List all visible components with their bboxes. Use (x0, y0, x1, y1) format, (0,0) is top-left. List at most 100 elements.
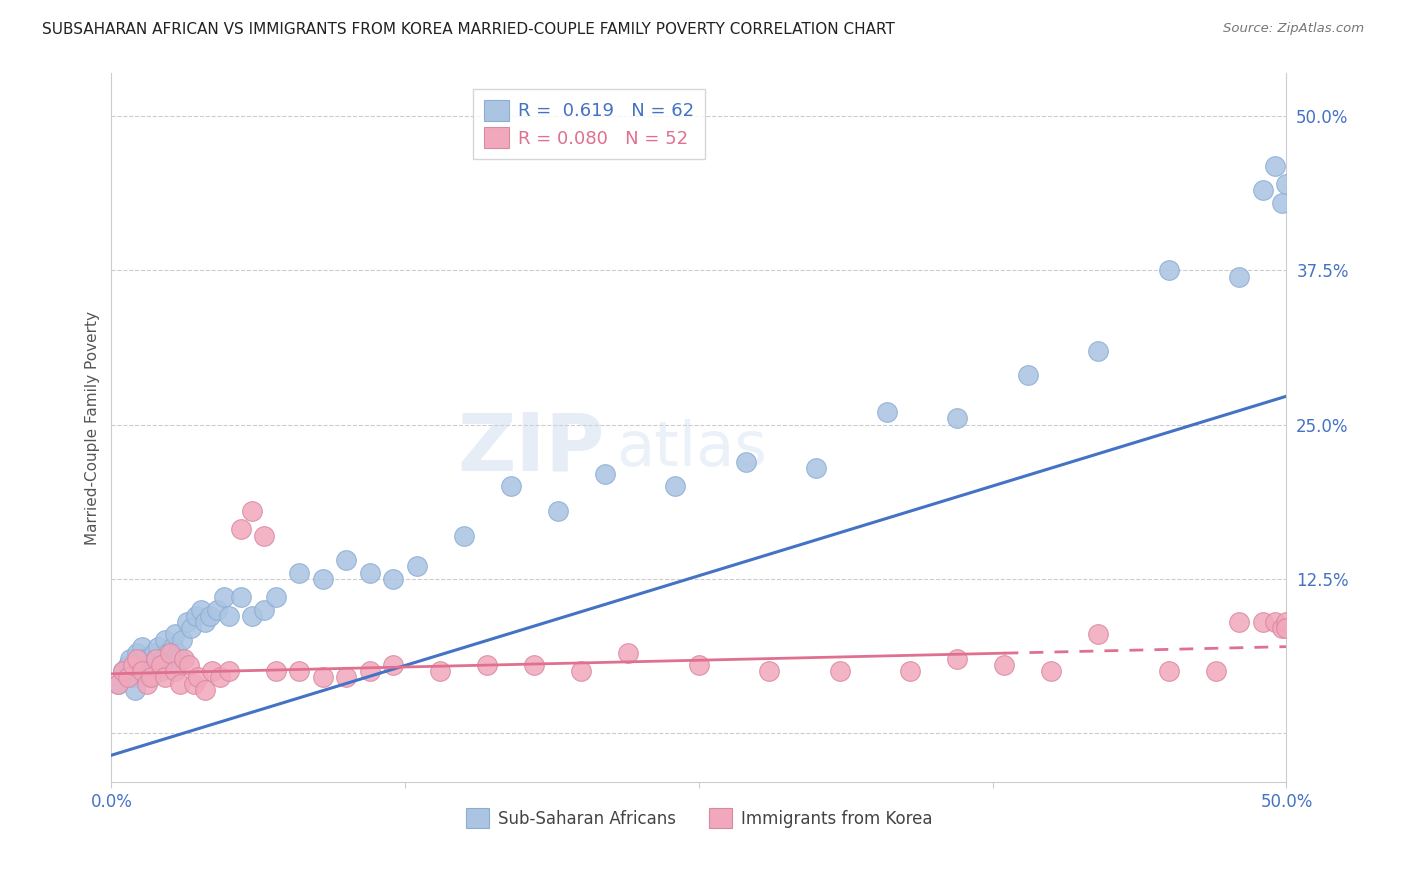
Legend: Sub-Saharan Africans, Immigrants from Korea: Sub-Saharan Africans, Immigrants from Ko… (460, 802, 939, 834)
Point (121, 658, 143, 673)
Point (169, 676, 191, 690)
Point (159, 658, 181, 673)
Point (382, 572, 405, 586)
Point (155, 671, 177, 685)
Point (1271, 621, 1294, 635)
Point (312, 671, 335, 685)
Point (1205, 665, 1227, 679)
Point (134, 652, 156, 666)
Point (194, 682, 217, 697)
Point (406, 559, 429, 574)
Point (135, 665, 157, 679)
Point (499, 479, 522, 493)
Point (1229, 269, 1251, 284)
Point (1017, 368, 1039, 383)
Point (127, 646, 149, 660)
Point (312, 572, 335, 586)
Point (664, 479, 686, 493)
Point (212, 591, 235, 605)
Point (253, 528, 276, 542)
Point (735, 454, 758, 468)
Point (453, 528, 475, 542)
Point (806, 460, 828, 475)
Point (194, 615, 217, 629)
Point (152, 652, 174, 666)
Point (170, 633, 193, 648)
Point (1087, 627, 1109, 641)
Point (1275, 621, 1298, 635)
Point (946, 652, 969, 666)
Point (135, 676, 157, 690)
Point (149, 665, 172, 679)
Point (1087, 343, 1109, 358)
Point (131, 640, 153, 654)
Point (218, 665, 240, 679)
Point (145, 652, 167, 666)
Point (124, 682, 146, 697)
Point (359, 665, 381, 679)
Point (593, 467, 616, 481)
Point (184, 608, 207, 623)
Text: atlas: atlas (617, 419, 768, 479)
Text: SUBSAHARAN AFRICAN VS IMMIGRANTS FROM KOREA MARRIED-COUPLE FAMILY POVERTY CORREL: SUBSAHARAN AFRICAN VS IMMIGRANTS FROM KO… (42, 22, 896, 37)
Point (166, 646, 188, 660)
Y-axis label: Married-Couple Family Poverty: Married-Couple Family Poverty (86, 310, 100, 545)
Point (946, 411, 969, 425)
Point (1251, 183, 1274, 197)
Point (198, 608, 221, 623)
Point (169, 652, 191, 666)
Point (120, 652, 142, 666)
Point (190, 602, 212, 616)
Point (173, 652, 195, 666)
Point (900, 665, 922, 679)
Point (617, 646, 640, 660)
Point (264, 665, 287, 679)
Point (107, 676, 129, 690)
Point (148, 640, 170, 654)
Point (335, 553, 357, 567)
Point (156, 646, 179, 660)
Point (127, 652, 149, 666)
Point (547, 504, 569, 518)
Point (163, 665, 186, 679)
Point (429, 665, 451, 679)
Point (1157, 263, 1180, 277)
Point (201, 665, 224, 679)
Point (1251, 615, 1274, 629)
Point (477, 658, 499, 673)
Point (229, 591, 252, 605)
Point (142, 646, 165, 660)
Text: Source: ZipAtlas.com: Source: ZipAtlas.com (1223, 22, 1364, 36)
Point (1271, 195, 1294, 210)
Point (149, 658, 172, 673)
Point (242, 608, 264, 623)
Point (1264, 159, 1286, 173)
Text: ZIP: ZIP (458, 410, 605, 488)
Point (138, 671, 160, 685)
Point (523, 658, 546, 673)
Point (180, 621, 202, 635)
Point (112, 665, 135, 679)
Point (571, 665, 593, 679)
Point (359, 566, 381, 580)
Point (264, 591, 287, 605)
Point (288, 566, 311, 580)
Point (993, 658, 1015, 673)
Point (177, 658, 200, 673)
Point (141, 658, 163, 673)
Point (1275, 615, 1298, 629)
Point (145, 652, 167, 666)
Point (1275, 177, 1298, 191)
Point (229, 523, 252, 537)
Point (117, 658, 139, 673)
Point (242, 504, 264, 518)
Point (205, 602, 228, 616)
Point (253, 602, 276, 616)
Point (163, 627, 186, 641)
Point (128, 658, 150, 673)
Point (155, 633, 177, 648)
Point (828, 665, 851, 679)
Point (382, 658, 405, 673)
Point (112, 665, 135, 679)
Point (1040, 665, 1063, 679)
